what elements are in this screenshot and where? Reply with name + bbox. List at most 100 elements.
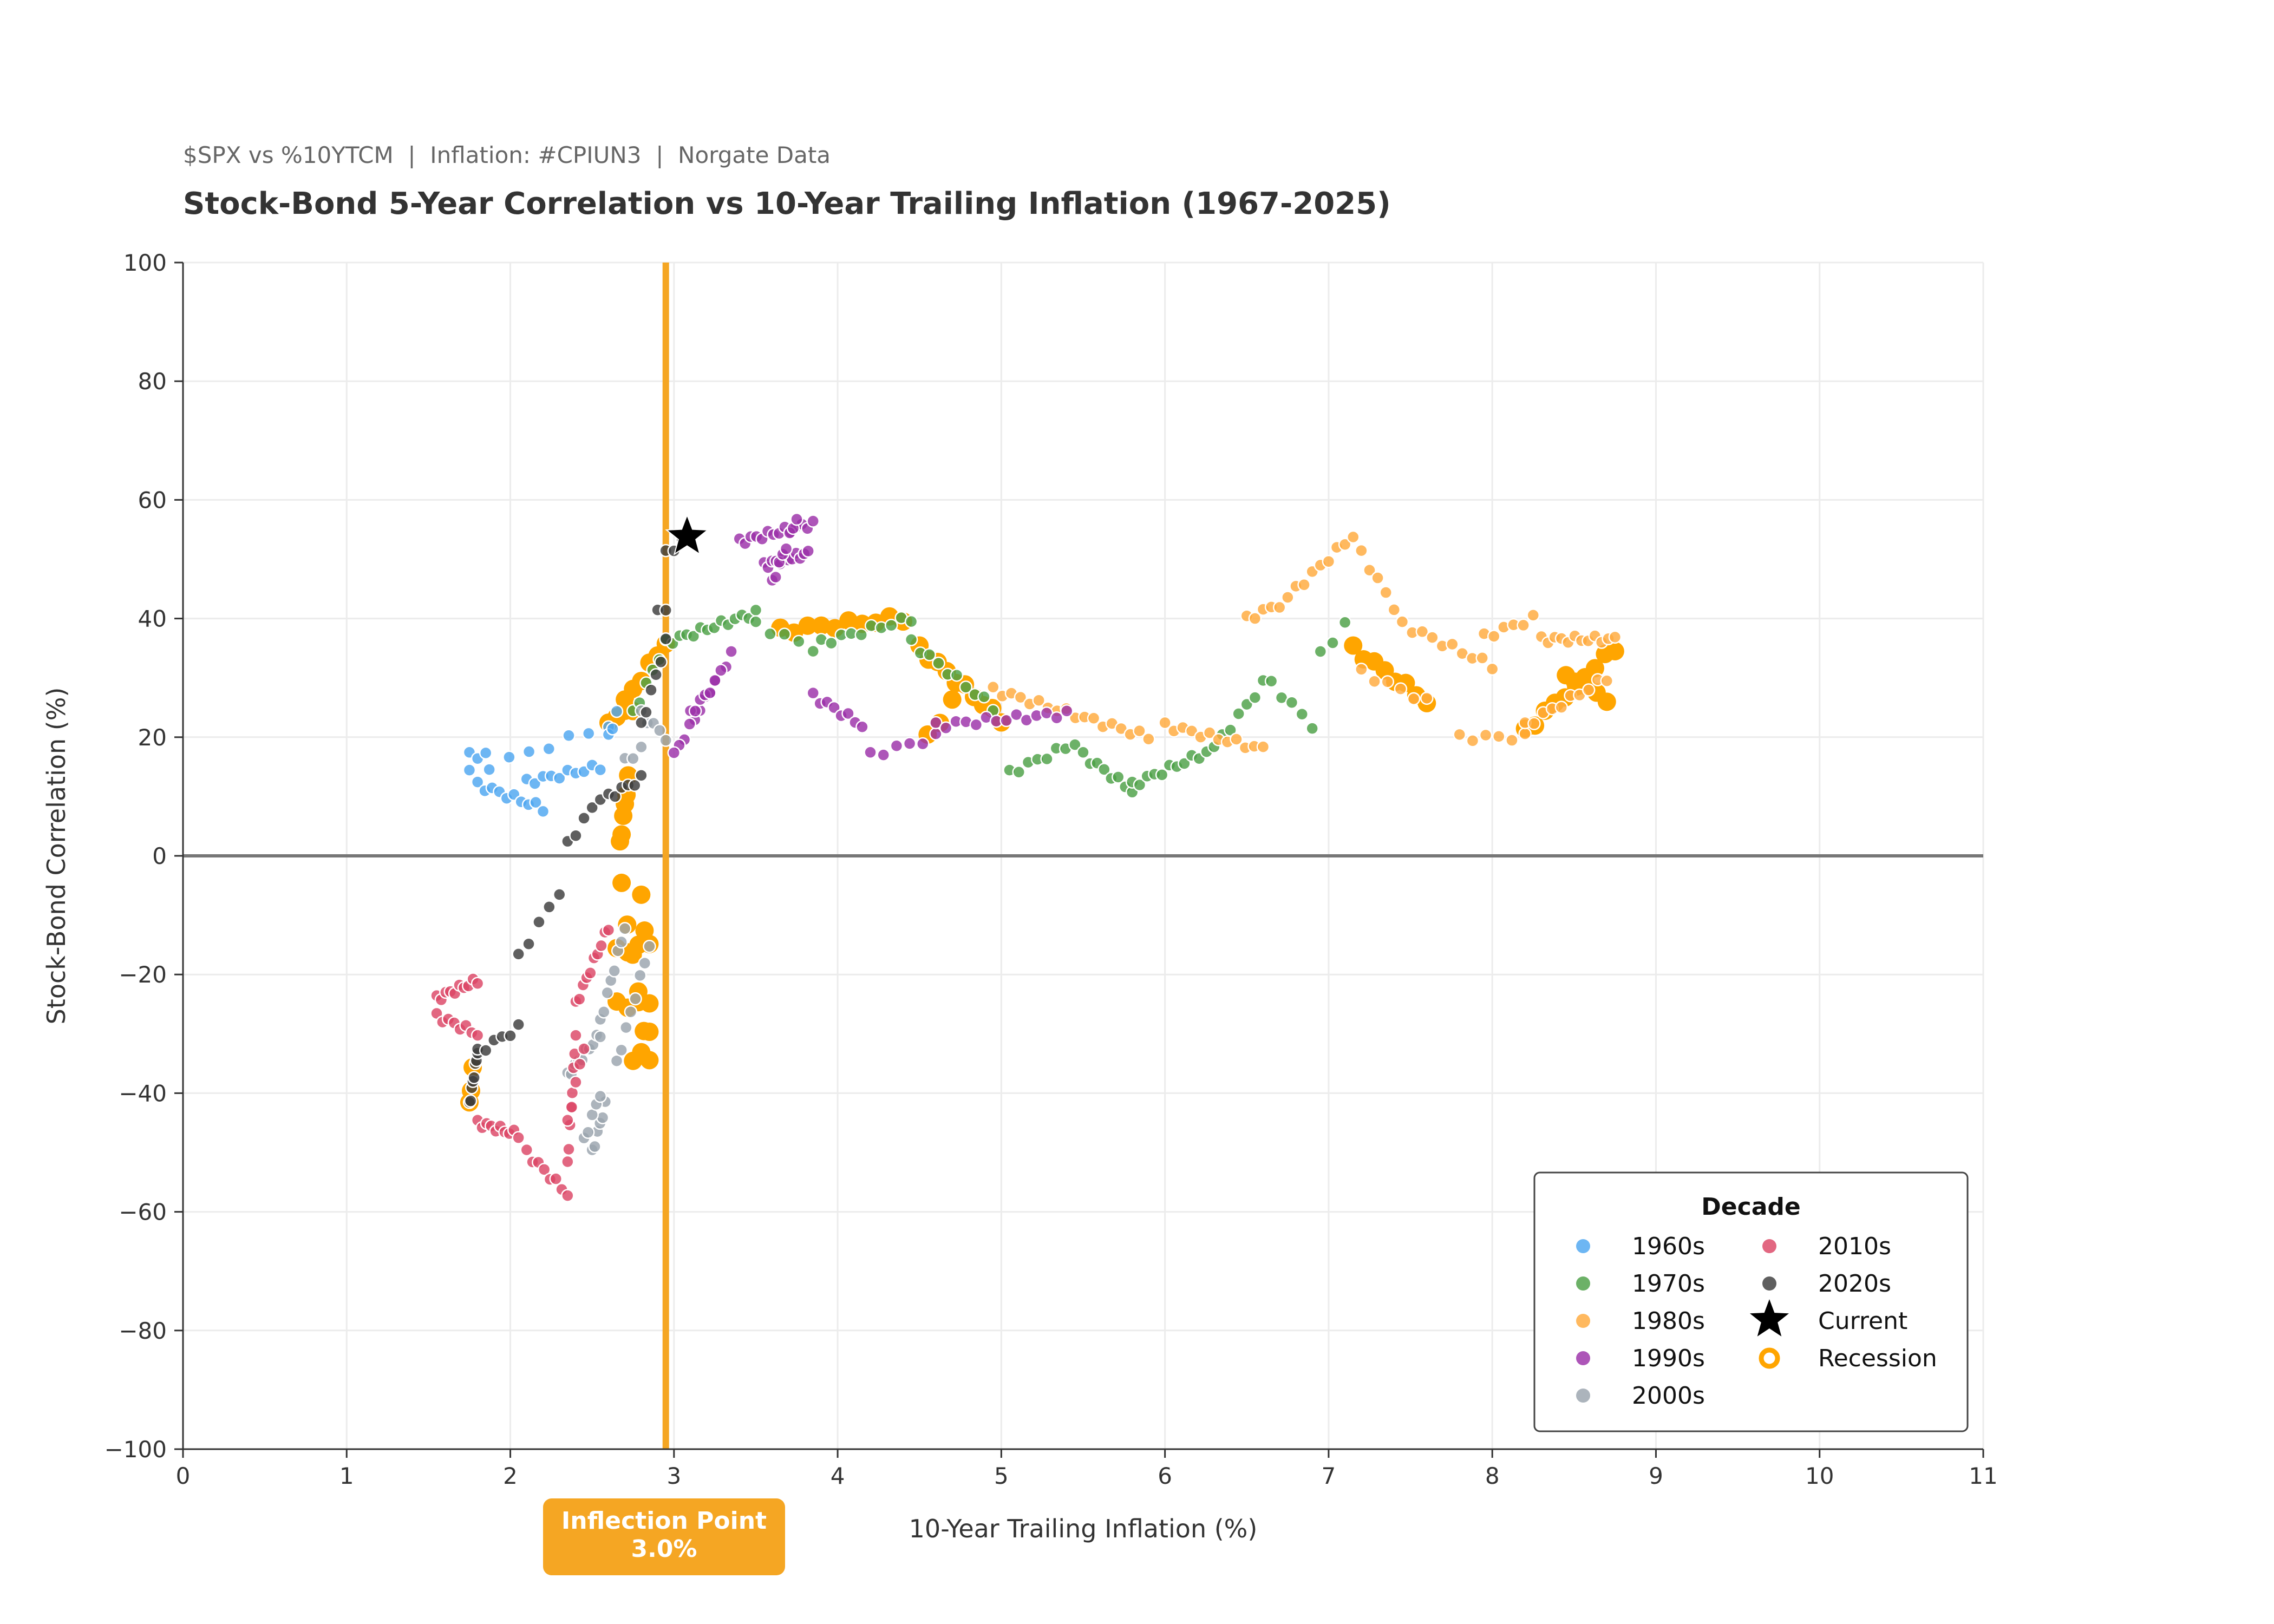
current-star-marker bbox=[665, 513, 709, 555]
point-1990s bbox=[877, 748, 890, 762]
point-1980s bbox=[1363, 563, 1376, 577]
point-1980s bbox=[1420, 691, 1434, 705]
recession-marker bbox=[1344, 636, 1363, 655]
point-1980s bbox=[1158, 716, 1172, 730]
x-tick-label: 9 bbox=[1649, 1463, 1663, 1489]
point-2000s bbox=[615, 1043, 628, 1057]
point-2020s bbox=[635, 716, 648, 730]
y-tick-label: −100 bbox=[104, 1436, 167, 1463]
recession-marker bbox=[1605, 641, 1624, 660]
legend-label: 2020s bbox=[1818, 1270, 1891, 1298]
point-1970s bbox=[1248, 691, 1262, 704]
point-1970s bbox=[1068, 738, 1082, 751]
legend-marker-current bbox=[1749, 1299, 1789, 1337]
point-1980s bbox=[1032, 693, 1045, 707]
point-1980s bbox=[1505, 734, 1519, 747]
y-axis-label: Stock-Bond Correlation (%) bbox=[42, 687, 71, 1025]
point-1960s bbox=[462, 763, 476, 777]
point-1990s bbox=[903, 737, 917, 750]
legend-label: Current bbox=[1818, 1307, 1907, 1335]
point-1970s bbox=[904, 633, 918, 646]
recession-marker bbox=[943, 690, 962, 709]
point-1990s bbox=[724, 645, 738, 658]
point-1970s bbox=[1338, 615, 1352, 630]
inflection-label-title: Inflection Point bbox=[561, 1507, 767, 1535]
x-tick-label: 2 bbox=[503, 1463, 518, 1489]
legend-marker-recession bbox=[1759, 1347, 1780, 1369]
point-1970s bbox=[1178, 757, 1191, 770]
x-tick-label: 4 bbox=[831, 1463, 845, 1489]
legend-box bbox=[1533, 1171, 1969, 1432]
point-2020s bbox=[644, 683, 658, 697]
point-1980s bbox=[1142, 732, 1155, 746]
point-2010s bbox=[573, 1057, 587, 1071]
point-1980s bbox=[1395, 615, 1409, 628]
point-1990s bbox=[841, 706, 855, 721]
point-1980s bbox=[1248, 612, 1262, 625]
point-1970s bbox=[1285, 696, 1299, 709]
point-1970s bbox=[1326, 636, 1339, 650]
point-2020s bbox=[504, 1029, 517, 1043]
axes: 0 1 2 3 4 5 6 7 8 9 10 11 100 80 60 40 20 0 −20 −40 −60 −80 −1… bbox=[42, 250, 1998, 1543]
x-tick-label: 5 bbox=[994, 1463, 1009, 1489]
point-1960s bbox=[502, 750, 516, 764]
point-1980s bbox=[1297, 578, 1311, 592]
point-1980s bbox=[1368, 675, 1381, 688]
point-1980s bbox=[1554, 700, 1569, 714]
x-axis-label: 10-Year Trailing Inflation (%) bbox=[909, 1514, 1258, 1543]
point-2010s bbox=[520, 1143, 534, 1157]
point-1960s bbox=[522, 745, 536, 758]
x-tick-label: 7 bbox=[1322, 1463, 1336, 1489]
point-1990s bbox=[703, 686, 717, 700]
point-2010s bbox=[561, 1189, 574, 1202]
point-1990s bbox=[999, 713, 1013, 728]
point-1970s bbox=[904, 614, 918, 628]
point-1990s bbox=[667, 746, 681, 759]
x-tick-label: 3 bbox=[666, 1463, 681, 1489]
point-1960s bbox=[479, 746, 493, 760]
point-2000s bbox=[600, 986, 614, 1000]
point-2020s bbox=[467, 1071, 481, 1084]
chart-subtitle: $SPX vs %10YTCM | Inflation: #CPIUN3 | N… bbox=[183, 142, 831, 168]
point-2010s bbox=[569, 1029, 583, 1042]
legend-label: 2000s bbox=[1632, 1382, 1705, 1410]
x-tick-label: 10 bbox=[1805, 1463, 1834, 1489]
recession-marker bbox=[632, 885, 651, 904]
point-1960s bbox=[606, 722, 619, 736]
legend-marker-2010s bbox=[1762, 1239, 1776, 1253]
point-1980s bbox=[1492, 730, 1506, 743]
point-1980s bbox=[1322, 554, 1336, 568]
point-1970s bbox=[749, 615, 763, 628]
point-2000s bbox=[643, 940, 656, 953]
point-1990s bbox=[939, 721, 953, 735]
point-1980s bbox=[1582, 683, 1596, 697]
point-2020s bbox=[639, 705, 653, 719]
legend-marker-2000s bbox=[1576, 1389, 1590, 1403]
point-1970s bbox=[923, 648, 936, 662]
point-2000s bbox=[607, 964, 621, 978]
point-2010s bbox=[471, 1029, 485, 1042]
point-1980s bbox=[1600, 674, 1614, 688]
point-1970s bbox=[977, 690, 991, 704]
point-2010s bbox=[549, 1172, 563, 1186]
point-1970s bbox=[777, 627, 792, 641]
recession-marker bbox=[640, 1022, 659, 1041]
inflection-label-value: 3.0% bbox=[631, 1535, 697, 1563]
y-tick-label: −40 bbox=[119, 1080, 167, 1106]
point-1990s bbox=[855, 720, 869, 734]
point-1980s bbox=[1371, 571, 1384, 585]
point-1990s bbox=[801, 544, 815, 558]
point-1980s bbox=[1526, 608, 1540, 622]
point-1980s bbox=[1487, 630, 1501, 643]
legend-label: 1990s bbox=[1632, 1345, 1705, 1372]
point-2010s bbox=[572, 992, 586, 1006]
point-2020s bbox=[635, 769, 648, 782]
legend-title: Decade bbox=[1701, 1193, 1800, 1221]
inflection-point-label: Inflection Point 3.0% bbox=[543, 1498, 785, 1575]
point-1990s bbox=[688, 704, 702, 718]
point-1980s bbox=[986, 680, 1000, 694]
point-1970s bbox=[763, 627, 777, 641]
recession-marker bbox=[612, 825, 631, 844]
recession-marker bbox=[812, 616, 831, 635]
point-2000s bbox=[626, 751, 640, 765]
